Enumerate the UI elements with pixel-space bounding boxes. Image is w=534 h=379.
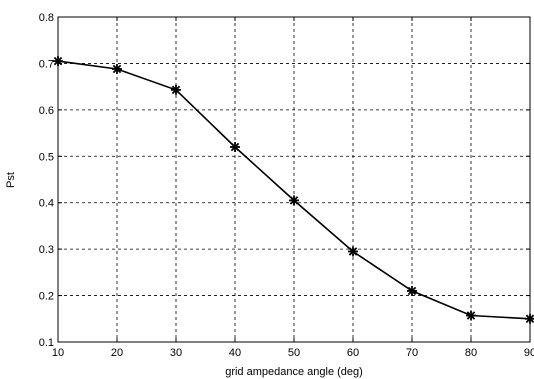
y-axis-title: Pst: [5, 172, 17, 188]
y-tick-label: 0.7: [39, 58, 54, 70]
x-tick-label: 70: [406, 347, 418, 359]
x-axis-title: grid ampedance angle (deg): [225, 366, 363, 378]
x-tick-label: 20: [111, 347, 123, 359]
data-point-marker: [348, 246, 358, 257]
data-markers: [53, 56, 534, 324]
y-tick-label: 0.6: [39, 105, 54, 117]
data-point-marker: [230, 142, 240, 152]
x-tick-labels: 10 20 30 40 50 60 70 80 90: [52, 347, 534, 359]
y-tick-label: 0.8: [39, 12, 54, 24]
y-tick-label: 0.3: [39, 244, 54, 256]
data-point-marker: [171, 84, 181, 95]
data-point-marker: [407, 285, 417, 296]
y-tick-label: 0.2: [39, 291, 54, 303]
y-tick-label: 0.5: [39, 151, 54, 163]
x-tick-label: 10: [52, 347, 64, 359]
y-tick-label: 0.1: [39, 337, 54, 349]
x-tick-label: 40: [229, 347, 241, 359]
x-tick-label: 60: [347, 347, 359, 359]
data-point-marker: [466, 310, 476, 321]
y-tick-label: 0.4: [39, 198, 54, 210]
axis-ticks: [57, 16, 531, 343]
data-point-marker: [525, 313, 534, 324]
gridlines: [58, 17, 530, 342]
data-point-marker: [289, 195, 299, 206]
x-tick-label: 50: [288, 347, 300, 359]
data-point-marker: [112, 64, 122, 74]
x-tick-label: 90: [524, 347, 534, 359]
x-tick-label: 80: [465, 347, 477, 359]
data-point-marker: [53, 56, 63, 67]
x-tick-label: 30: [170, 347, 182, 359]
y-tick-labels: 0.1 0.2 0.3 0.4 0.5 0.6 0.7 0.8: [39, 12, 54, 349]
